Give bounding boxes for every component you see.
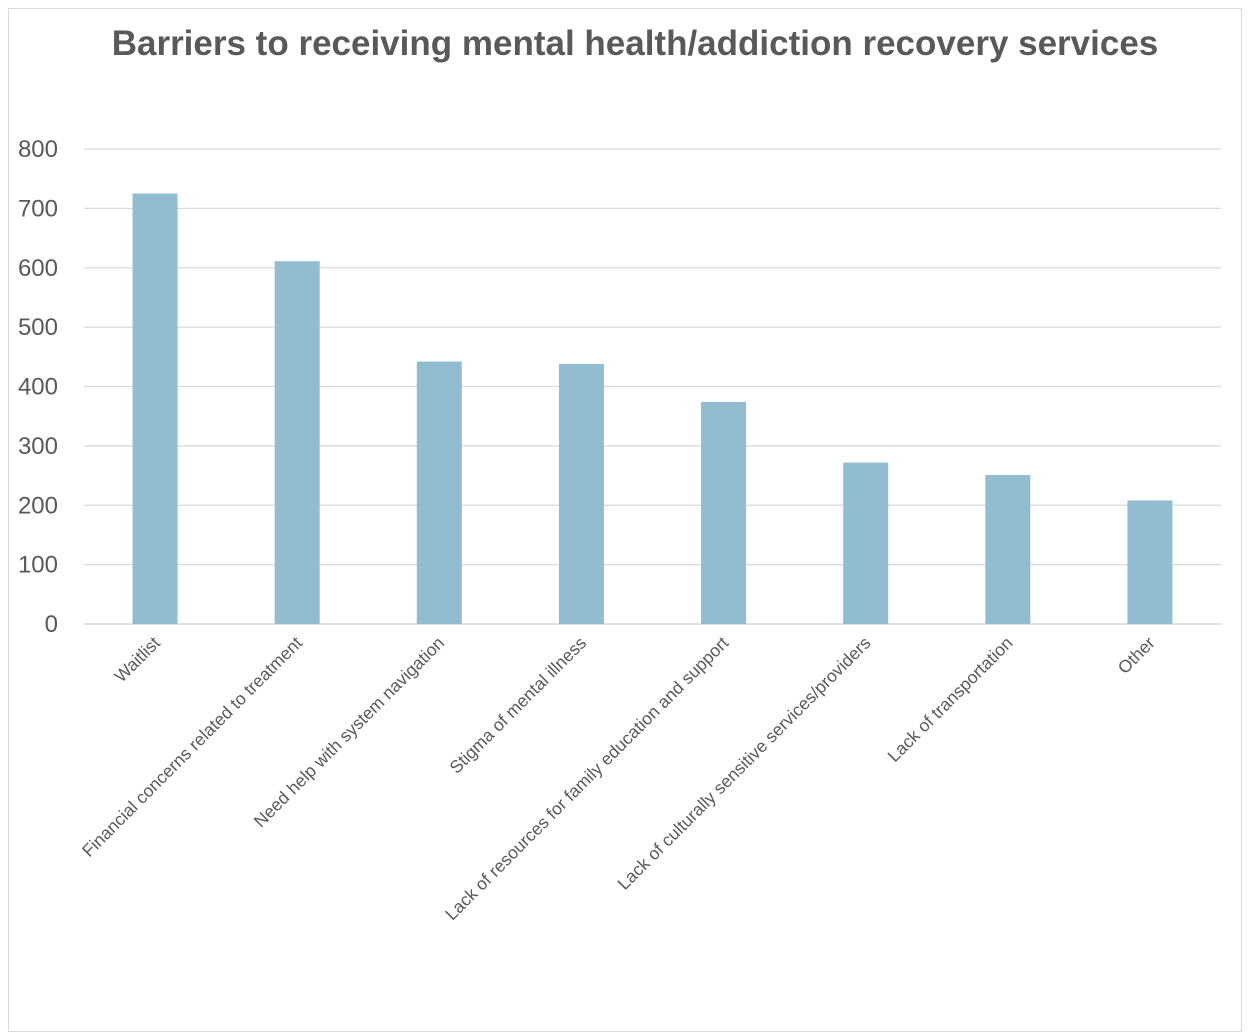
chart-title: Barriers to receiving mental health/addi… <box>111 24 1159 63</box>
x-category-label: Lack of culturally sensitive services/pr… <box>613 633 874 894</box>
bar <box>132 193 178 624</box>
bar <box>1127 500 1173 624</box>
bars <box>132 193 1173 624</box>
y-tick-label: 200 <box>18 492 58 519</box>
x-category-label: Lack of resources for family education a… <box>441 633 732 924</box>
x-category-label: Waitlist <box>110 633 164 687</box>
bar <box>985 474 1031 624</box>
chart-frame <box>8 8 1242 1032</box>
bar <box>701 401 747 624</box>
y-tick-label: 800 <box>18 136 58 163</box>
x-category-label: Lack of transportation <box>883 633 1016 766</box>
y-tick-label: 600 <box>18 255 58 282</box>
bar <box>416 361 462 624</box>
bar <box>843 462 889 624</box>
gridlines <box>84 148 1221 625</box>
y-tick-label: 300 <box>18 433 58 460</box>
y-tick-label: 400 <box>18 374 58 401</box>
x-category-label: Stigma of mental illness <box>445 633 590 778</box>
x-category-label: Other <box>1114 633 1159 678</box>
y-tick-label: 700 <box>18 195 58 222</box>
y-tick-label: 500 <box>18 314 58 341</box>
bar <box>558 363 604 624</box>
bar <box>274 261 320 624</box>
y-tick-label: 0 <box>45 611 58 638</box>
x-category-label: Financial concerns related to treatment <box>78 633 306 861</box>
y-axis-ticks: 0 100 200 300 400 500 600 700 800 <box>18 136 58 638</box>
y-tick-label: 100 <box>18 552 58 579</box>
